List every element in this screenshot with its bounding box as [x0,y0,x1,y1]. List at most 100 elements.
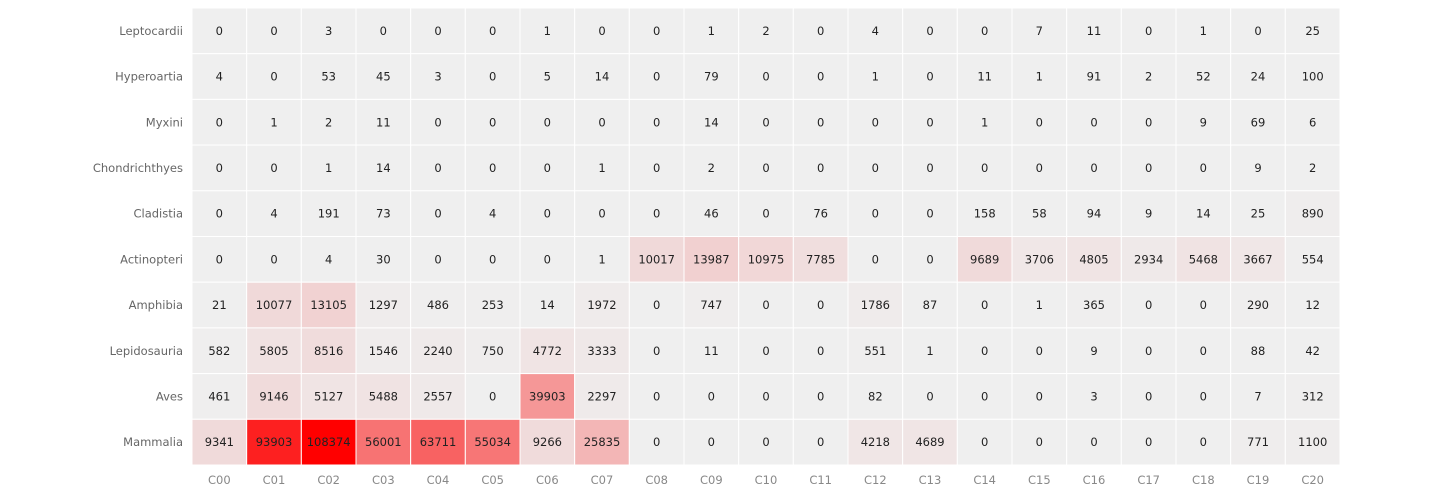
cell-value-label: 14 [704,115,719,129]
cell-value-label: 551 [864,344,886,358]
cell-value-label: 0 [872,115,879,129]
cell-value-label: 0 [817,24,824,38]
cell-value-label: 0 [216,115,223,129]
cell-value-label: 582 [208,344,230,358]
cell-value-label: 0 [926,389,933,403]
cell-value-label: 0 [270,70,277,84]
heatmap-cell [1175,373,1232,420]
heatmap-cell [628,418,685,466]
cell-value-label: 0 [1200,435,1207,449]
cell-value-label: 1 [598,161,605,175]
heatmap-cell [355,327,412,375]
heatmap-cell [902,144,958,192]
column-tick-label: C15 [1028,473,1051,487]
heatmap-cell [1284,373,1341,420]
cell-value-label: 87 [923,298,938,312]
cell-value-label: 0 [653,389,660,403]
cell-value-label: 13987 [693,252,730,266]
heatmap-cell [1066,418,1122,466]
heatmap-cell [792,7,849,55]
cell-value-label: 21 [212,298,227,312]
cell-value-label: 25 [1305,24,1320,38]
heatmap-cell [191,281,248,329]
cell-value-label: 10077 [256,298,293,312]
cell-value-label: 0 [1036,344,1043,358]
heatmap-cell [956,144,1013,192]
cell-value-label: 0 [762,344,769,358]
cell-value-label: 2557 [423,389,452,403]
cell-value-label: 4805 [1079,252,1108,266]
heatmap-cell [191,7,248,55]
cell-value-label: 2240 [423,344,452,358]
cell-value-label: 52 [1196,70,1211,84]
heatmap-cell [1066,281,1122,329]
heatmap-cell [792,98,849,146]
heatmap-cell [519,190,576,238]
row-tick-label: Amphibia [129,298,183,312]
cell-value-label: 0 [1090,435,1097,449]
heatmap-cell [300,327,357,375]
column-tick-label: C14 [973,473,996,487]
heatmap-cell [464,281,521,329]
heatmap-cell [738,236,794,283]
cell-value-label: 1 [598,252,605,266]
heatmap-cell [574,98,630,146]
cell-value-label: 0 [817,344,824,358]
cell-value-label: 0 [489,24,496,38]
heatmap-cell [683,7,740,55]
heatmap-cell [902,98,958,146]
cell-value-label: 0 [981,435,988,449]
heatmap-cell [902,7,958,55]
cell-value-label: 0 [1090,115,1097,129]
heatmap-cell [1120,53,1177,100]
cell-value-label: 3 [325,24,332,38]
cell-value-label: 8516 [314,344,343,358]
cell-value-label: 94 [1087,207,1102,221]
cell-value-label: 0 [817,70,824,84]
cell-value-label: 100 [1302,70,1324,84]
cell-value-label: 0 [544,161,551,175]
heatmap-cell [1284,53,1341,100]
cell-value-label: 3 [434,70,441,84]
heatmap-cell [410,418,466,466]
cell-value-label: 365 [1083,298,1105,312]
cell-value-label: 4689 [915,435,944,449]
cell-value-label: 0 [817,161,824,175]
cell-value-label: 486 [427,298,449,312]
cell-value-label: 9341 [205,435,234,449]
heatmap-cell [1284,418,1341,466]
cell-value-label: 0 [926,207,933,221]
heatmap-cell [1066,7,1122,55]
cell-value-label: 58 [1032,207,1047,221]
column-tick-label: C08 [645,473,668,487]
heatmap-cell [519,418,576,466]
cell-value-label: 63711 [420,435,457,449]
column-tick-label: C12 [864,473,887,487]
heatmap-cell [1230,373,1286,420]
cell-value-label: 7785 [806,252,835,266]
cell-value-label: 0 [434,161,441,175]
heatmap-cell [1284,281,1341,329]
cell-value-label: 0 [489,115,496,129]
cell-value-label: 2297 [587,389,616,403]
cell-value-label: 1 [926,344,933,358]
row-tick-label: Leptocardii [119,24,183,38]
cell-value-label: 0 [926,161,933,175]
cell-value-label: 1 [1200,24,1207,38]
cell-value-label: 0 [817,298,824,312]
cell-value-label: 0 [981,344,988,358]
heatmap-cell [1175,53,1232,100]
heatmap-cell [246,53,302,100]
cell-value-label: 461 [208,389,230,403]
cell-value-label: 0 [1200,161,1207,175]
cell-value-label: 9146 [259,389,288,403]
heatmap-cell [738,373,794,420]
heatmap-cell [246,418,302,466]
row-tick-label: Aves [156,389,183,403]
cell-value-label: 1 [872,70,879,84]
cell-value-label: 0 [544,207,551,221]
heatmap-cell [847,236,904,283]
row-tick-label: Chondrichthyes [93,161,183,175]
cell-value-label: 0 [1090,161,1097,175]
